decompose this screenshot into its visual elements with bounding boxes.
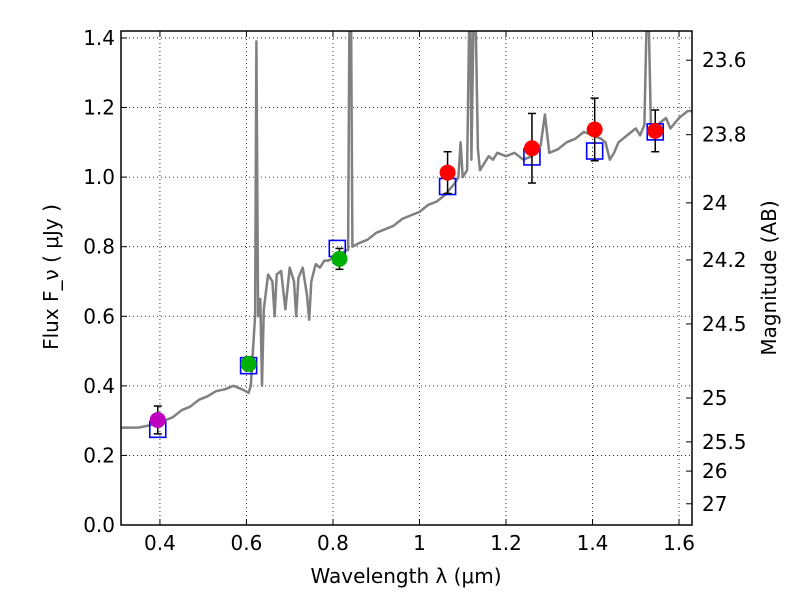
y-tick-label: 0.6 <box>83 304 115 328</box>
grid <box>121 31 692 526</box>
x-tick-label: 1.4 <box>577 531 609 555</box>
y2-tick-label: 24 <box>702 191 727 215</box>
y2-tick-label: 26 <box>702 459 727 483</box>
x-tick-label: 1.2 <box>490 531 522 555</box>
model-sed-layer <box>121 31 692 429</box>
y-tick-label: 1.0 <box>83 165 115 189</box>
y2-tick-label: 23.8 <box>702 123 747 147</box>
plot-frame <box>120 30 693 526</box>
x-tick-label: 1.6 <box>663 531 695 555</box>
observed-point <box>647 122 664 139</box>
observed-point <box>331 250 348 267</box>
y2-tick-label: 24.5 <box>702 312 747 336</box>
y2-tick-label: 27 <box>702 492 727 516</box>
y2-axis-label: Magnitude (AB) <box>757 200 781 355</box>
observed-point <box>149 411 166 428</box>
y-tick-label: 0.2 <box>83 443 115 467</box>
y-tick-label: 1.4 <box>83 26 115 50</box>
x-tick-label: 0.6 <box>231 531 263 555</box>
y2-tick-label: 25 <box>702 386 727 410</box>
y-tick-label: 0.0 <box>83 513 115 537</box>
y-tick-label: 1.2 <box>83 96 115 120</box>
observed-point <box>240 355 257 372</box>
model-sed-line <box>121 31 692 429</box>
y2-tick-label: 25.5 <box>702 430 747 454</box>
y-tick-label: 0.8 <box>83 235 115 259</box>
x-tick-label: 1 <box>413 531 426 555</box>
x-axis-label: Wavelength λ (μm) <box>310 564 501 588</box>
observed-point <box>586 121 603 138</box>
points-layer <box>148 97 665 439</box>
x-tick-label: 0.8 <box>317 531 349 555</box>
y2-tick-label: 24.2 <box>702 248 747 272</box>
observed-point <box>523 140 540 157</box>
ticks-layer: 0.4 0.6 0.8 1 1.2 1.4 1.6 0.0 0.2 0.4 0.6 0.8 1.0 1.2… <box>83 26 746 555</box>
observed-point <box>439 164 456 181</box>
y2-tick-label: 23.6 <box>702 48 747 72</box>
y-tick-label: 0.4 <box>83 374 115 398</box>
x-tick-label: 0.4 <box>144 531 176 555</box>
y-axis-label: Flux F_ν ( μJy ) <box>39 204 63 350</box>
